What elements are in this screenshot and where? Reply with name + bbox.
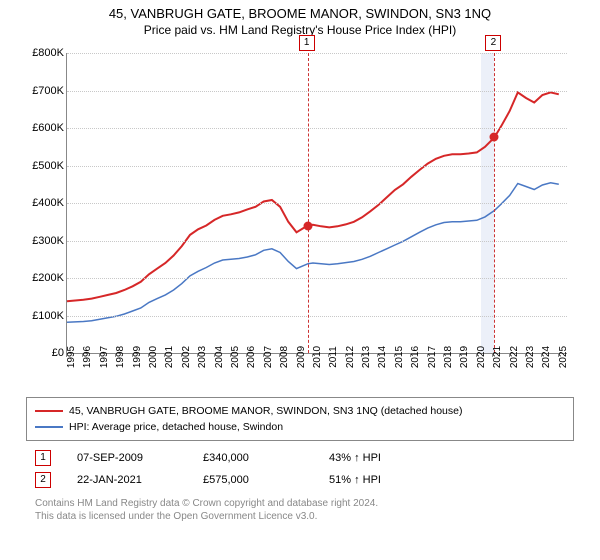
sale-price: £340,000 xyxy=(203,452,303,464)
sale-price: £575,000 xyxy=(203,474,303,486)
x-tick-label: 2021 xyxy=(492,346,503,368)
x-tick-label: 2016 xyxy=(410,346,421,368)
x-tick-label: 2011 xyxy=(328,346,339,368)
legend-row: HPI: Average price, detached house, Swin… xyxy=(35,419,565,435)
x-tick-label: 2009 xyxy=(296,346,307,368)
legend-label: 45, VANBRUGH GATE, BROOME MANOR, SWINDON… xyxy=(69,403,462,419)
x-tick-label: 2014 xyxy=(377,346,388,368)
x-tick-label: 2024 xyxy=(541,346,552,368)
x-tick-label: 1996 xyxy=(82,346,93,368)
chart-title: 45, VANBRUGH GATE, BROOME MANOR, SWINDON… xyxy=(0,0,600,21)
x-tick-label: 2022 xyxy=(509,346,520,368)
footer-line: Contains HM Land Registry data © Crown c… xyxy=(35,497,565,510)
plot-region xyxy=(66,53,567,354)
x-tick-label: 2005 xyxy=(230,346,241,368)
sale-vline xyxy=(494,53,495,353)
x-tick-label: 2003 xyxy=(197,346,208,368)
series-property xyxy=(67,92,559,301)
gridline xyxy=(67,128,567,129)
sale-dot xyxy=(490,133,499,142)
sale-dot xyxy=(303,221,312,230)
sale-marker-2: 2 xyxy=(485,35,501,51)
sale-date: 07-SEP-2009 xyxy=(77,452,177,464)
x-tick-label: 1995 xyxy=(66,346,77,368)
x-tick-label: 2023 xyxy=(525,346,536,368)
y-tick-label: £0 xyxy=(52,347,64,359)
gridline xyxy=(67,278,567,279)
legend-swatch xyxy=(35,410,63,412)
y-tick-label: £200K xyxy=(32,272,64,284)
gridline xyxy=(67,203,567,204)
y-tick-label: £400K xyxy=(32,197,64,209)
y-tick-label: £800K xyxy=(32,47,64,59)
y-tick-label: £300K xyxy=(32,235,64,247)
footer-line: This data is licensed under the Open Gov… xyxy=(35,510,565,523)
sale-row-marker: 1 xyxy=(35,450,51,466)
y-tick-label: £600K xyxy=(32,122,64,134)
footer-attribution: Contains HM Land Registry data © Crown c… xyxy=(27,497,573,523)
x-tick-label: 2013 xyxy=(361,346,372,368)
sale-row: 2 22-JAN-2021 £575,000 51% ↑ HPI xyxy=(35,469,565,491)
x-tick-label: 1999 xyxy=(132,346,143,368)
gridline xyxy=(67,316,567,317)
x-tick-label: 2017 xyxy=(427,346,438,368)
x-tick-label: 2001 xyxy=(164,346,175,368)
x-tick-label: 2010 xyxy=(312,346,323,368)
x-tick-label: 2002 xyxy=(181,346,192,368)
sale-date: 22-JAN-2021 xyxy=(77,474,177,486)
y-tick-label: £700K xyxy=(32,85,64,97)
x-tick-label: 2006 xyxy=(246,346,257,368)
legend-label: HPI: Average price, detached house, Swin… xyxy=(69,419,283,435)
gridline xyxy=(67,53,567,54)
x-tick-label: 2008 xyxy=(279,346,290,368)
legend-swatch xyxy=(35,426,63,428)
y-tick-label: £100K xyxy=(32,310,64,322)
x-tick-label: 2012 xyxy=(345,346,356,368)
sale-pct: 51% ↑ HPI xyxy=(329,474,449,486)
gridline xyxy=(67,166,567,167)
sales-table: 1 07-SEP-2009 £340,000 43% ↑ HPI 2 22-JAN-202… xyxy=(27,447,573,491)
x-tick-label: 2004 xyxy=(214,346,225,368)
y-tick-label: £500K xyxy=(32,160,64,172)
x-tick-label: 2018 xyxy=(443,346,454,368)
x-tick-label: 2019 xyxy=(459,346,470,368)
x-tick-label: 2000 xyxy=(148,346,159,368)
chart-area: £0 £100K £200K £300K £400K £500K £600K £700K £80… xyxy=(20,43,580,393)
legend-row: 45, VANBRUGH GATE, BROOME MANOR, SWINDON… xyxy=(35,403,565,419)
x-tick-label: 2025 xyxy=(558,346,569,368)
x-tick-label: 1997 xyxy=(99,346,110,368)
sale-marker-1: 1 xyxy=(299,35,315,51)
gridline xyxy=(67,91,567,92)
x-tick-label: 2015 xyxy=(394,346,405,368)
sale-vline xyxy=(308,53,309,353)
sale-pct: 43% ↑ HPI xyxy=(329,452,449,464)
x-tick-label: 2007 xyxy=(263,346,274,368)
x-tick-label: 1998 xyxy=(115,346,126,368)
sale-row: 1 07-SEP-2009 £340,000 43% ↑ HPI xyxy=(35,447,565,469)
x-tick-label: 2020 xyxy=(476,346,487,368)
sale-row-marker: 2 xyxy=(35,472,51,488)
legend-box: 45, VANBRUGH GATE, BROOME MANOR, SWINDON… xyxy=(26,397,574,441)
gridline xyxy=(67,241,567,242)
